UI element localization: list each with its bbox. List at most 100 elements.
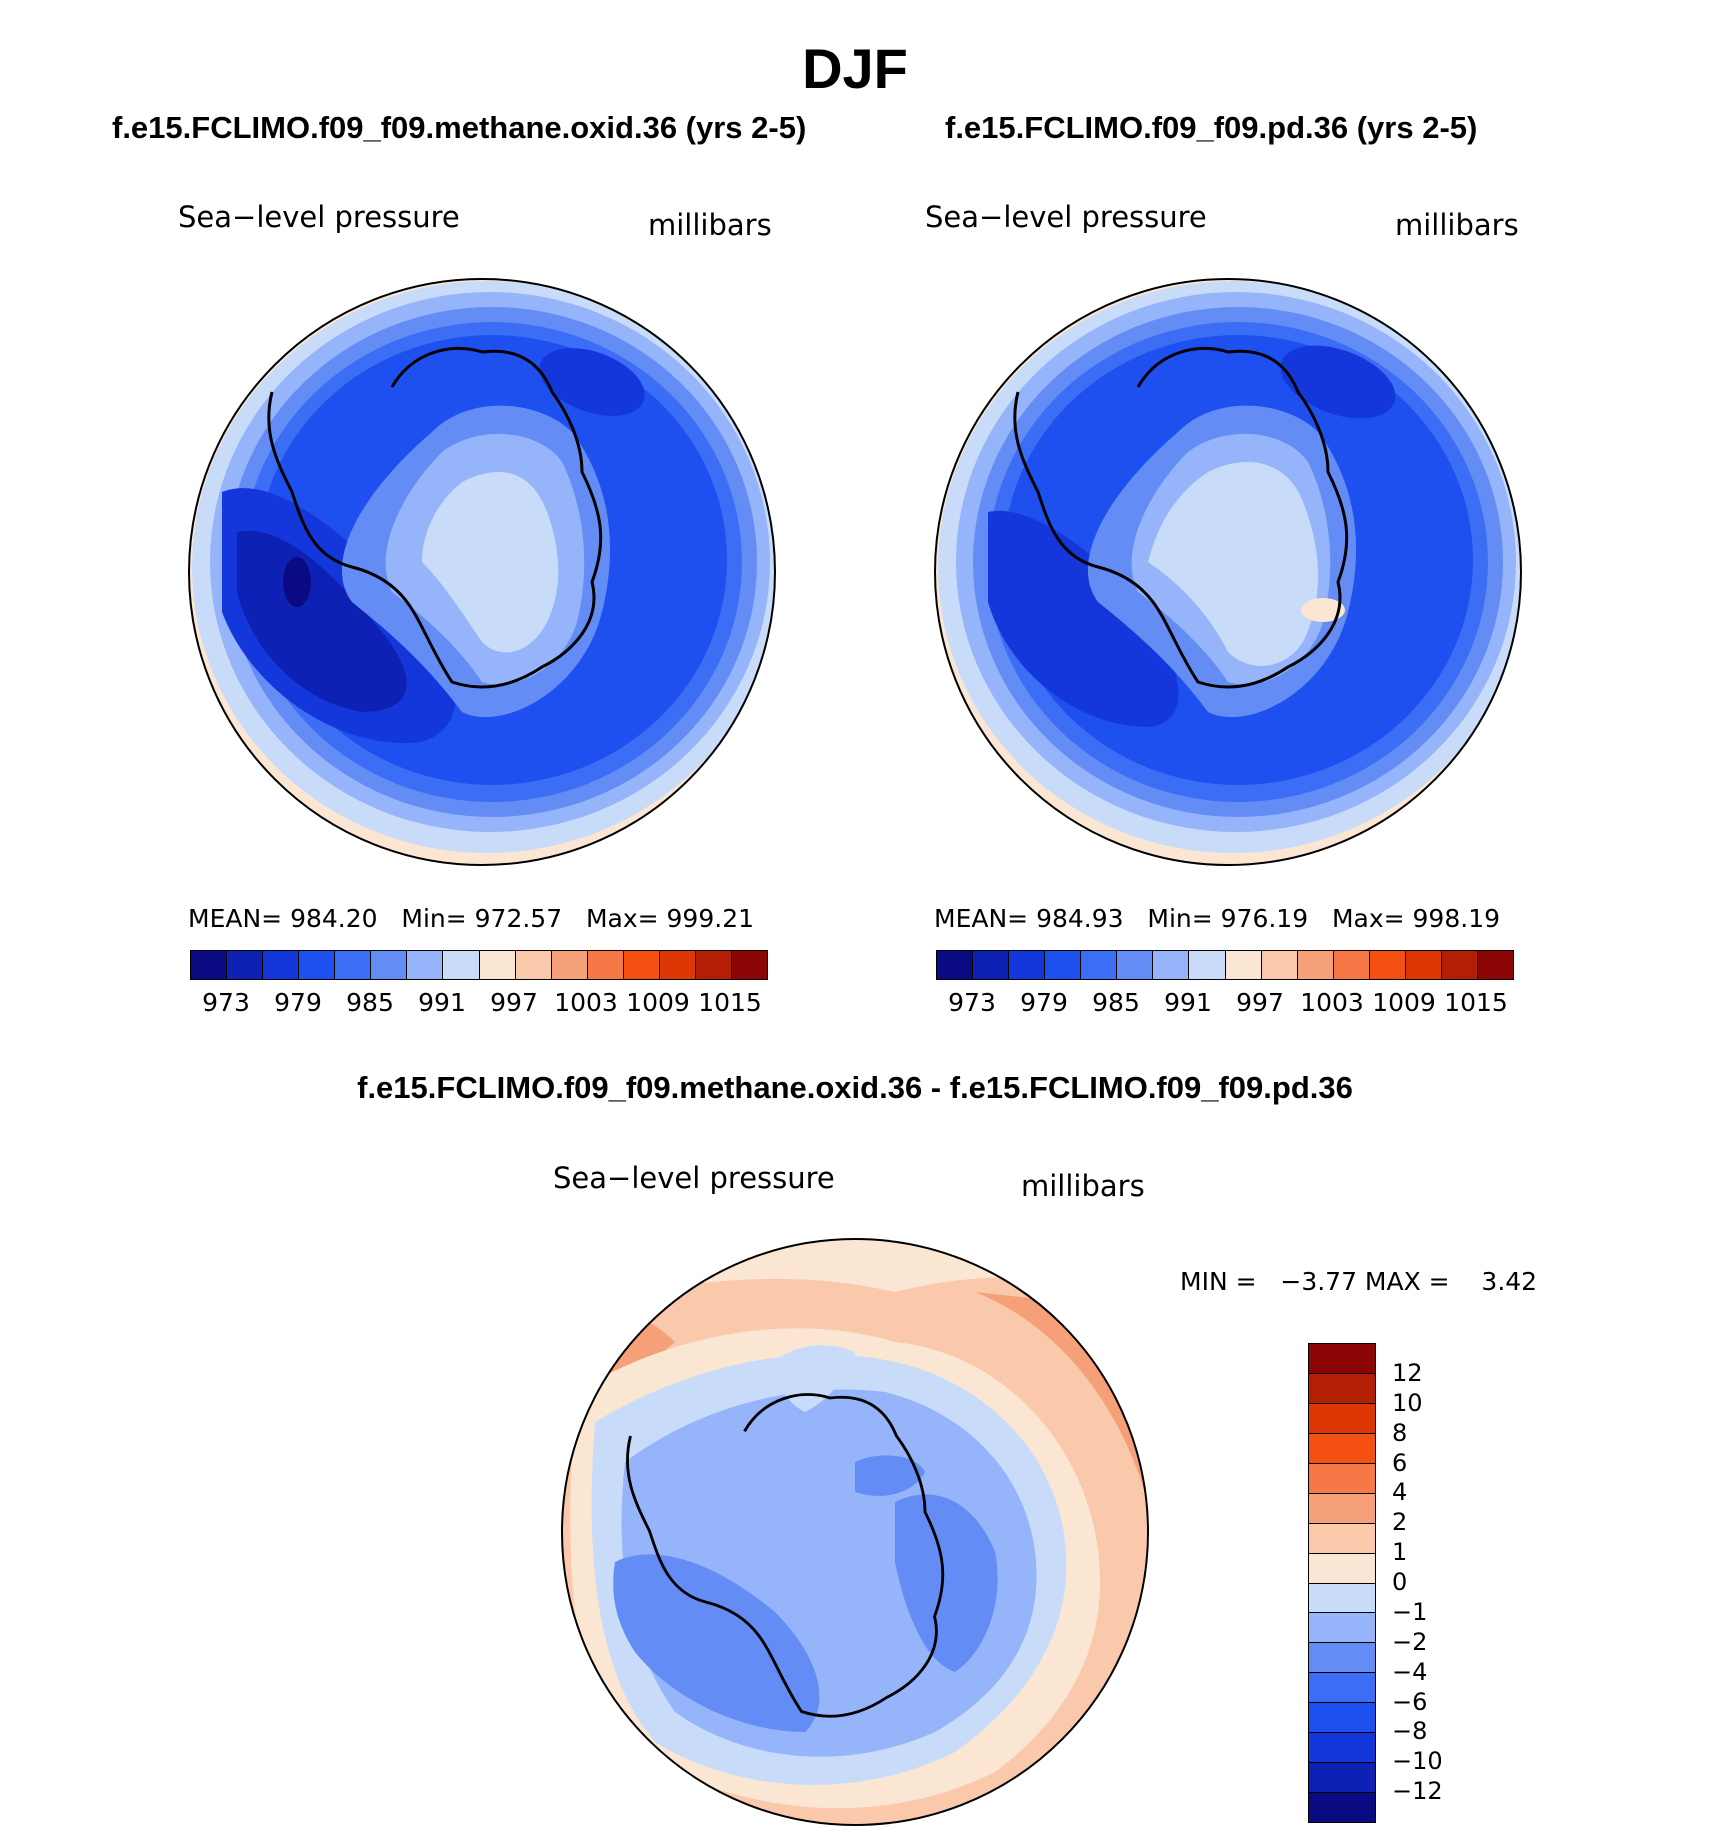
colorbar-tick-label: −10 xyxy=(1392,1747,1443,1776)
panel2-variable-label: Sea−level pressure xyxy=(925,200,1207,234)
colorbar-tick-label: 985 xyxy=(1092,988,1140,1017)
colorbar-swatch xyxy=(731,951,767,979)
panel1-colorbar-labels: 973 979 985 991 997 1003 1009 1015 xyxy=(190,988,766,1018)
colorbar-swatch xyxy=(227,951,264,979)
colorbar-tick-label: 979 xyxy=(1020,988,1068,1017)
season-title: DJF xyxy=(802,37,908,100)
colorbar-swatch xyxy=(1309,1493,1375,1524)
colorbar-swatch xyxy=(1309,1403,1375,1434)
colorbar-tick-label: 1009 xyxy=(626,988,690,1017)
colorbar-swatch xyxy=(1309,1583,1375,1614)
colorbar-swatch xyxy=(1309,1733,1375,1764)
colorbar-swatch xyxy=(1309,1344,1375,1374)
colorbar-tick-label: 4 xyxy=(1392,1478,1408,1507)
panel2-case-title: f.e15.FCLIMO.f09_f09.pd.36 (yrs 2-5) xyxy=(945,110,1478,145)
colorbar-swatch xyxy=(1309,1613,1375,1644)
colorbar-tick-label: 985 xyxy=(346,988,394,1017)
colorbar-swatch xyxy=(1225,951,1262,979)
colorbar-swatch xyxy=(263,951,300,979)
colorbar-swatch xyxy=(1309,1763,1375,1794)
diff-colorbar-labels: 12 10 8 6 4 2 1 0 −1 −2 −4 −6 −8 −10 −12 xyxy=(1392,1343,1472,1821)
colorbar-swatch xyxy=(479,951,516,979)
colorbar-swatch xyxy=(299,951,336,979)
colorbar-swatch xyxy=(1309,1433,1375,1464)
colorbar-swatch xyxy=(937,951,974,979)
colorbar-swatch xyxy=(1153,951,1190,979)
panel1-map xyxy=(188,278,776,866)
diff-variable-label: Sea−level pressure xyxy=(553,1161,835,1195)
diff-title: f.e15.FCLIMO.f09_f09.methane.oxid.36 - f… xyxy=(357,1070,1353,1105)
colorbar-swatch xyxy=(1309,1793,1375,1822)
colorbar-swatch xyxy=(1261,951,1298,979)
colorbar-tick-label: −1 xyxy=(1392,1597,1428,1626)
colorbar-swatch xyxy=(1309,1523,1375,1554)
colorbar-swatch xyxy=(551,951,588,979)
colorbar-swatch xyxy=(1309,1673,1375,1704)
colorbar-tick-label: 1003 xyxy=(554,988,618,1017)
colorbar-swatch xyxy=(443,951,480,979)
colorbar-tick-label: −2 xyxy=(1392,1627,1428,1656)
diff-minmax: MIN = −3.77 MAX = 3.42 xyxy=(1180,1267,1538,1296)
colorbar-swatch xyxy=(1333,951,1370,979)
colorbar-tick-label: 997 xyxy=(1236,988,1284,1017)
colorbar-swatch xyxy=(1309,1553,1375,1584)
colorbar-tick-label: 8 xyxy=(1392,1418,1408,1447)
panel2-colorbar xyxy=(936,950,1514,980)
colorbar-tick-label: 1015 xyxy=(698,988,762,1017)
colorbar-swatch xyxy=(1045,951,1082,979)
colorbar-swatch xyxy=(659,951,696,979)
colorbar-swatch xyxy=(1477,951,1513,979)
colorbar-tick-label: 2 xyxy=(1392,1508,1408,1537)
colorbar-tick-label: 1015 xyxy=(1444,988,1508,1017)
colorbar-swatch xyxy=(335,951,372,979)
panel2-units-label: millibars xyxy=(1395,208,1519,242)
colorbar-tick-label: −6 xyxy=(1392,1687,1428,1716)
colorbar-swatch xyxy=(1297,951,1334,979)
colorbar-swatch xyxy=(407,951,444,979)
panel2-colorbar-labels: 973 979 985 991 997 1003 1009 1015 xyxy=(936,988,1512,1018)
colorbar-tick-label: 991 xyxy=(418,988,466,1017)
colorbar-tick-label: 1009 xyxy=(1372,988,1436,1017)
colorbar-tick-label: −8 xyxy=(1392,1717,1428,1746)
colorbar-tick-label: 997 xyxy=(490,988,538,1017)
colorbar-swatch xyxy=(1405,951,1442,979)
panel2-stats: MEAN= 984.93 Min= 976.19 Max= 998.19 xyxy=(934,904,1501,933)
diff-map xyxy=(561,1238,1149,1826)
colorbar-swatch xyxy=(1189,951,1226,979)
colorbar-swatch xyxy=(1309,1463,1375,1494)
colorbar-tick-label: 10 xyxy=(1392,1388,1423,1417)
colorbar-swatch xyxy=(587,951,624,979)
colorbar-swatch xyxy=(371,951,408,979)
colorbar-tick-label: 0 xyxy=(1392,1568,1408,1596)
colorbar-swatch xyxy=(1117,951,1154,979)
colorbar-swatch xyxy=(1369,951,1406,979)
colorbar-tick-label: 979 xyxy=(274,988,322,1017)
panel1-stats: MEAN= 984.20 Min= 972.57 Max= 999.21 xyxy=(188,904,755,933)
colorbar-tick-label: 973 xyxy=(202,988,250,1017)
colorbar-swatch xyxy=(515,951,552,979)
colorbar-tick-label: −4 xyxy=(1392,1657,1428,1686)
diff-units-label: millibars xyxy=(1021,1169,1145,1203)
panel1-colorbar xyxy=(190,950,768,980)
colorbar-swatch xyxy=(1309,1373,1375,1404)
panel1-units-label: millibars xyxy=(648,208,772,242)
colorbar-swatch xyxy=(695,951,732,979)
colorbar-tick-label: −12 xyxy=(1392,1777,1443,1806)
panel1-variable-label: Sea−level pressure xyxy=(178,200,460,234)
colorbar-swatch xyxy=(191,951,228,979)
colorbar-tick-label: 973 xyxy=(948,988,996,1017)
colorbar-swatch xyxy=(1309,1643,1375,1674)
colorbar-swatch xyxy=(623,951,660,979)
colorbar-swatch xyxy=(1441,951,1478,979)
colorbar-tick-label: 1 xyxy=(1392,1538,1408,1567)
colorbar-swatch xyxy=(973,951,1010,979)
colorbar-tick-label: 991 xyxy=(1164,988,1212,1017)
diff-colorbar xyxy=(1308,1343,1376,1823)
colorbar-tick-label: 6 xyxy=(1392,1448,1408,1477)
colorbar-swatch xyxy=(1081,951,1118,979)
colorbar-swatch xyxy=(1009,951,1046,979)
colorbar-tick-label: 12 xyxy=(1392,1358,1423,1387)
panel1-case-title: f.e15.FCLIMO.f09_f09.methane.oxid.36 (yr… xyxy=(112,110,807,145)
colorbar-tick-label: 1003 xyxy=(1300,988,1364,1017)
panel2-map xyxy=(934,278,1522,866)
